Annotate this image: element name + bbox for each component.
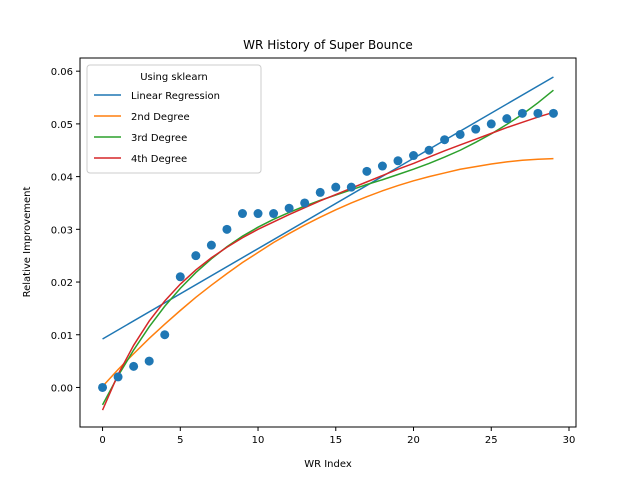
x-tick-label: 0 — [99, 435, 105, 446]
scatter-point — [409, 151, 419, 161]
scatter-point — [237, 209, 247, 219]
scatter-point — [300, 198, 310, 208]
scatter-point — [191, 251, 201, 261]
x-tick-label: 10 — [252, 435, 265, 446]
scatter-point — [160, 330, 170, 340]
scatter-point — [129, 361, 139, 371]
legend-entry: 2nd Degree — [131, 112, 190, 123]
scatter-point — [362, 166, 372, 176]
scatter-point — [533, 108, 543, 118]
series-line-3 — [101, 111, 554, 411]
axes-frame — [79, 57, 577, 428]
scatter-point — [113, 372, 123, 382]
y-tick-label: 0.04 — [51, 173, 73, 184]
legend: Using sklearn Linear Regression 2nd Degree… — [86, 64, 262, 174]
scatter-point — [253, 209, 263, 219]
x-tick-label: 25 — [485, 435, 498, 446]
scatter-point — [144, 356, 154, 366]
y-axis-label: Relative Improvement — [22, 187, 33, 298]
plot-area — [98, 76, 558, 411]
scatter-point — [393, 156, 403, 166]
scatter-point — [440, 135, 450, 145]
y-tick-label: 0.01 — [51, 331, 73, 342]
scatter-point — [206, 240, 216, 250]
y-tick-label: 0.00 — [51, 383, 73, 394]
legend-entry: Linear Regression — [131, 91, 220, 102]
scatter-point — [471, 124, 481, 134]
series-line-0 — [102, 76, 554, 340]
legend-entry: 4th Degree — [131, 154, 187, 165]
y-tick-label: 0.05 — [51, 120, 73, 131]
x-tick-label: 30 — [563, 435, 576, 446]
scatter-point — [502, 114, 512, 124]
scatter-point — [455, 129, 465, 139]
scatter-point — [222, 224, 232, 234]
scatter-point — [346, 182, 356, 192]
x-tick-label: 5 — [177, 435, 183, 446]
legend-title: Using sklearn — [140, 72, 208, 83]
scatter-point — [424, 145, 434, 155]
x-axis-label: WR Index — [304, 459, 352, 470]
scatter-point — [517, 108, 527, 118]
scatter-point — [377, 161, 387, 171]
scatter-point — [284, 203, 294, 213]
scatter-point — [315, 187, 325, 197]
scatter-point — [269, 209, 279, 219]
scatter-point — [548, 108, 558, 118]
y-tick-label: 0.03 — [51, 225, 73, 236]
chart-title: WR History of Super Bounce — [243, 38, 413, 52]
scatter-point — [98, 382, 108, 392]
y-tick-label: 0.06 — [51, 67, 73, 78]
legend-entry: 3rd Degree — [131, 133, 187, 144]
series-line-1 — [101, 157, 554, 387]
x-tick-label: 15 — [329, 435, 342, 446]
legend-box — [86, 64, 262, 174]
y-tick-label: 0.02 — [51, 278, 73, 289]
scatter-point — [331, 182, 341, 192]
x-axis: 0 5 10 15 20 25 30 — [99, 427, 575, 446]
x-tick-label: 20 — [407, 435, 420, 446]
scatter-point — [486, 119, 496, 129]
y-axis: 0.00 0.01 0.02 0.03 0.04 0.05 0.06 — [51, 67, 80, 394]
scatter-point — [175, 272, 185, 282]
